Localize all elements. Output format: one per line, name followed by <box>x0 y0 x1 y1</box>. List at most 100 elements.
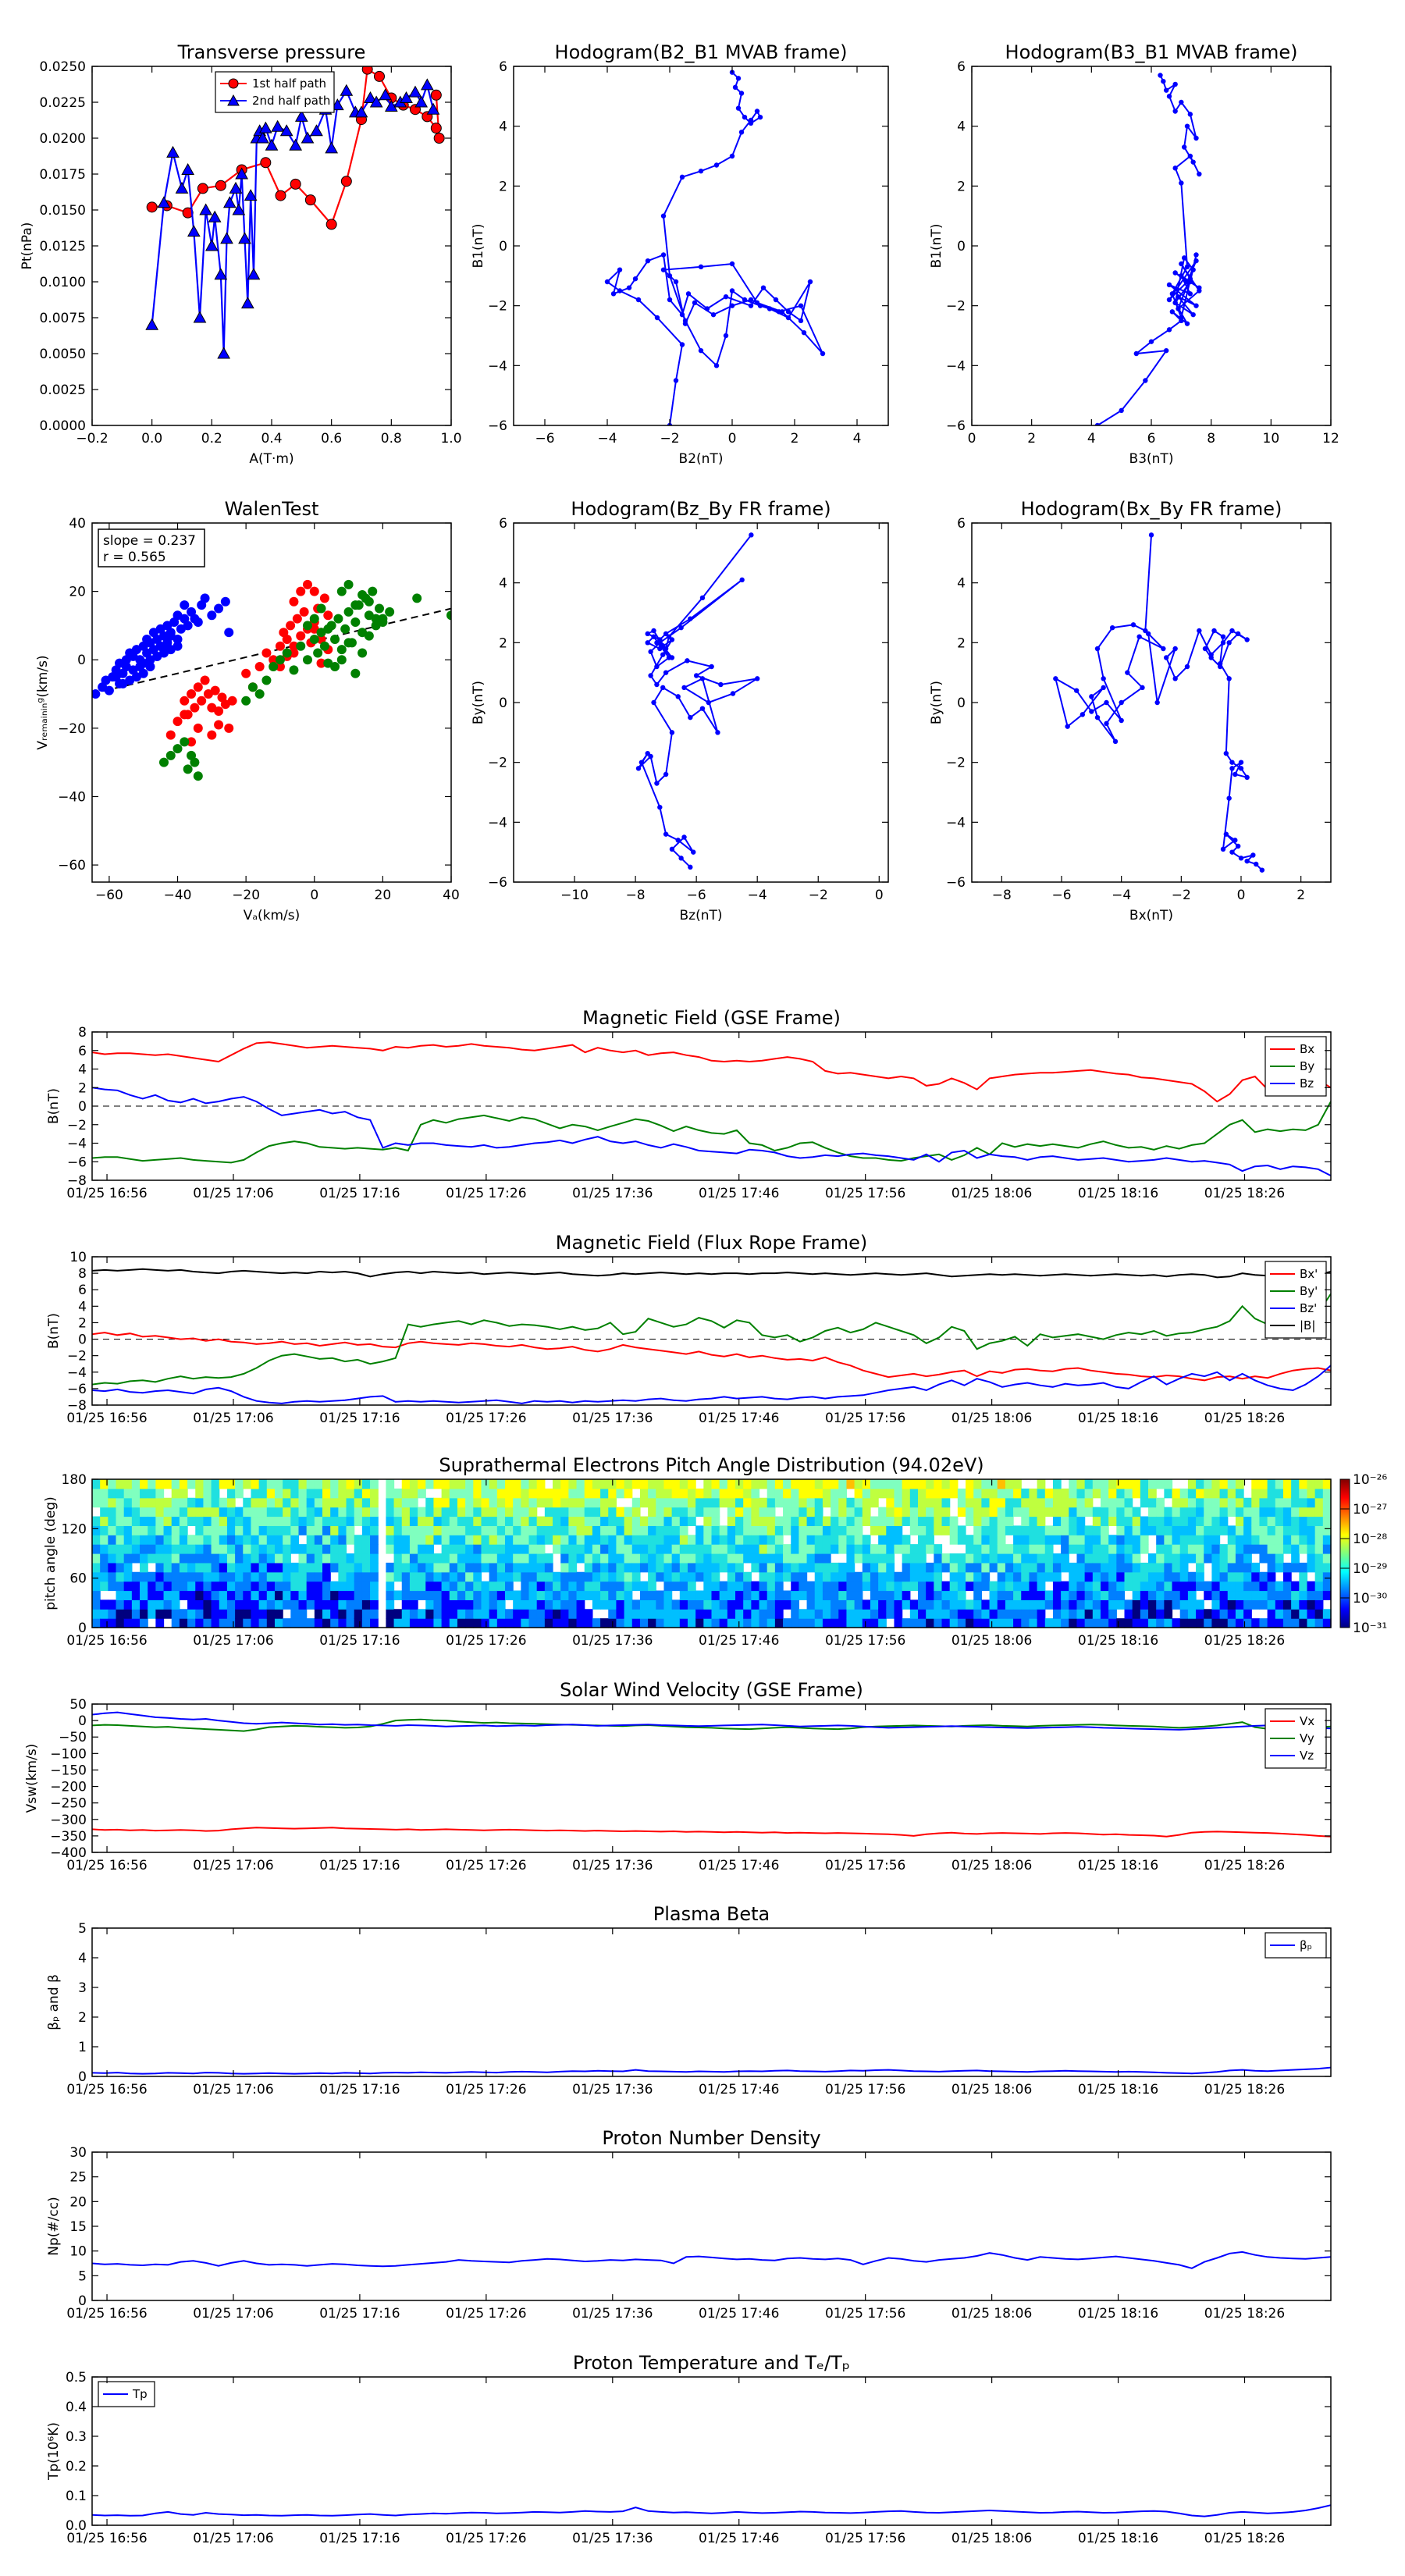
heatmap-cell <box>639 1516 649 1526</box>
heatmap-cell <box>457 1562 466 1573</box>
x-tick-label: 01/25 17:46 <box>699 1186 779 1201</box>
heatmap-cell <box>1314 1553 1324 1564</box>
heatmap-cell <box>274 1535 283 1545</box>
x-tick-label: 01/25 17:26 <box>446 2082 526 2097</box>
heatmap-cell <box>1148 1581 1157 1592</box>
heatmap-cell <box>536 1479 546 1489</box>
heatmap-cell <box>989 1609 998 1619</box>
heatmap-cell <box>854 1553 863 1564</box>
heatmap-cell <box>521 1571 530 1582</box>
heatmap-cell <box>1196 1535 1204 1545</box>
heatmap-cell <box>791 1507 800 1517</box>
heatmap-cell <box>1132 1479 1141 1489</box>
heatmap-cell <box>1100 1544 1109 1554</box>
heatmap-cell <box>663 1535 673 1545</box>
heatmap-cell <box>338 1609 347 1619</box>
heatmap-cell <box>346 1488 355 1499</box>
heatmap-cell <box>1179 1618 1189 1628</box>
heatmap-cell <box>226 1590 236 1600</box>
heatmap-cell <box>489 1599 498 1610</box>
heatmap-cell <box>639 1618 649 1628</box>
data-point <box>798 303 804 308</box>
heatmap-cell <box>473 1618 482 1628</box>
heatmap-cell <box>1196 1507 1204 1517</box>
heatmap-cell <box>727 1535 736 1545</box>
heatmap-cell <box>1164 1525 1173 1535</box>
heatmap-cell <box>536 1497 546 1508</box>
heatmap-cell <box>393 1609 403 1619</box>
data-point <box>289 665 299 675</box>
legend-label: 1st half path <box>252 76 326 91</box>
heatmap-cell <box>1164 1535 1173 1545</box>
heatmap-cell <box>608 1535 617 1545</box>
heatmap-cell <box>441 1535 450 1545</box>
heatmap-cell <box>791 1497 800 1508</box>
data-point <box>1244 774 1250 781</box>
heatmap-cell <box>298 1590 308 1600</box>
heatmap-cell <box>584 1535 593 1545</box>
data-point <box>1080 712 1086 717</box>
heatmap-cell <box>441 1599 450 1610</box>
heatmap-cell <box>140 1544 148 1554</box>
heatmap-cell <box>354 1618 363 1628</box>
heatmap-cell <box>274 1581 283 1592</box>
heatmap-cell <box>465 1599 474 1610</box>
heatmap-cell <box>679 1618 688 1628</box>
heatmap-cell <box>560 1581 569 1592</box>
heatmap-cell <box>584 1581 593 1592</box>
heatmap-cell <box>386 1562 395 1573</box>
heatmap-cell <box>608 1497 617 1508</box>
x-tick-label: −10 <box>560 888 589 903</box>
heatmap-cell <box>1172 1488 1181 1499</box>
data-point <box>1217 664 1223 670</box>
heatmap-cell <box>981 1599 991 1610</box>
heatmap-cell <box>418 1571 426 1582</box>
data-point <box>316 603 326 614</box>
heatmap-cell <box>1204 1590 1213 1600</box>
heatmap-cell <box>1251 1544 1261 1554</box>
heatmap-cell <box>727 1507 736 1517</box>
heatmap-cell <box>226 1516 236 1526</box>
heatmap-cell <box>1282 1581 1292 1592</box>
heatmap-cell <box>751 1535 760 1545</box>
heatmap-cell <box>648 1590 656 1600</box>
data-point <box>678 624 684 631</box>
heatmap-cell <box>1052 1590 1062 1600</box>
heatmap-cell <box>481 1562 490 1573</box>
heatmap-cell <box>1069 1599 1078 1610</box>
heatmap-cell <box>576 1590 585 1600</box>
heatmap-cell <box>1259 1544 1268 1554</box>
heatmap-cell <box>140 1507 148 1517</box>
heatmap-cell <box>401 1553 411 1564</box>
heatmap-cell <box>1052 1553 1062 1564</box>
heatmap-cell <box>457 1581 466 1592</box>
heatmap-cell <box>187 1544 196 1554</box>
data-point <box>111 672 121 682</box>
heatmap-cell <box>1267 1507 1276 1517</box>
heatmap-cell <box>489 1535 498 1545</box>
heatmap-cell <box>401 1479 411 1489</box>
heatmap-cell <box>822 1562 831 1573</box>
heatmap-cell <box>306 1535 315 1545</box>
heatmap-cell <box>981 1497 991 1508</box>
x-tick-label: 01/25 17:46 <box>699 1411 779 1426</box>
heatmap-cell <box>631 1479 641 1489</box>
y-tick-label: −6 <box>946 875 966 891</box>
heatmap-cell <box>441 1590 450 1600</box>
heatmap-cell <box>1132 1618 1141 1628</box>
heatmap-cell <box>1124 1609 1133 1619</box>
heatmap-cell <box>513 1497 521 1508</box>
heatmap-cell <box>608 1599 617 1610</box>
heatmap-cell <box>361 1535 371 1545</box>
heatmap-cell <box>1108 1553 1117 1564</box>
data-point <box>227 696 237 706</box>
data-point <box>197 696 207 706</box>
heatmap-cell <box>251 1479 260 1489</box>
heatmap-cell <box>1100 1507 1109 1517</box>
heatmap-cell <box>719 1553 728 1564</box>
data-point <box>667 297 673 303</box>
y-axis-label: pitch angle (deg) <box>43 1496 59 1610</box>
heatmap-cell <box>886 1571 895 1582</box>
heatmap-cell <box>902 1599 911 1610</box>
heatmap-cell <box>648 1525 656 1535</box>
